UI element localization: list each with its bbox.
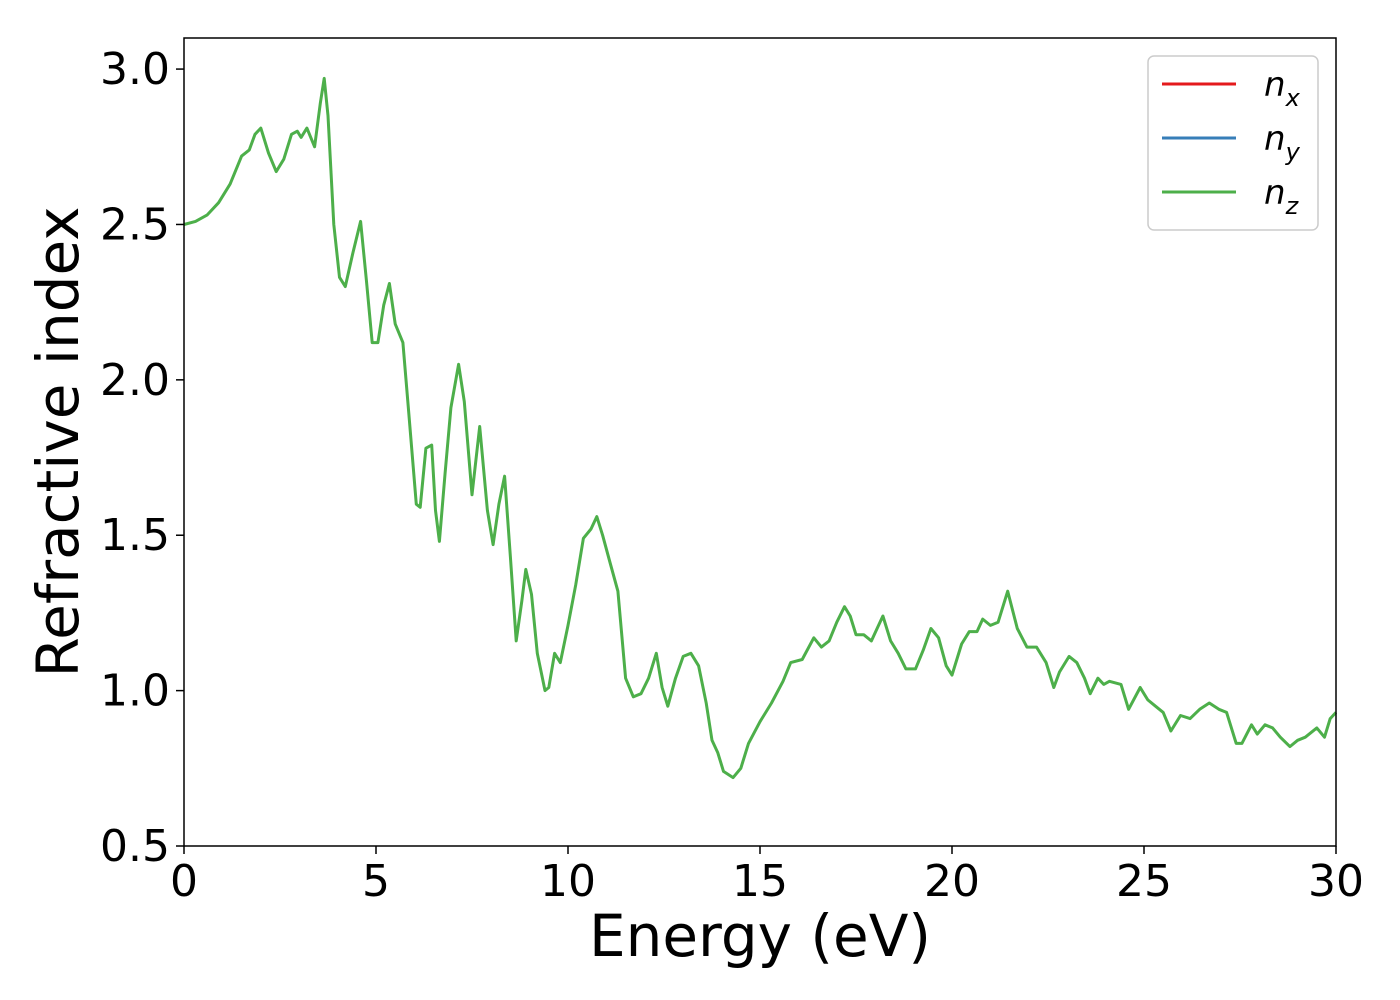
y-tick-label: 0.5: [100, 821, 170, 872]
legend-label-subscript: x: [1285, 84, 1301, 112]
legend-label-nz: nz: [1264, 173, 1300, 220]
legend-label-base: n: [1264, 119, 1286, 159]
legend-label-base: n: [1264, 173, 1286, 213]
legend-label-ny: ny: [1264, 119, 1301, 166]
y-tick-label: 1.0: [100, 666, 170, 717]
y-tick-label: 1.5: [100, 510, 170, 561]
legend-label-subscript: y: [1285, 138, 1301, 166]
y-axis-label: Refractive index: [24, 206, 92, 677]
x-tick-label: 20: [924, 856, 980, 907]
x-tick-label: 30: [1308, 856, 1364, 907]
plot-background: [184, 38, 1336, 846]
legend-frame: [1147, 55, 1319, 231]
y-tick-label: 3.0: [100, 44, 170, 95]
x-axis-label: Energy (eV): [589, 902, 931, 970]
x-axis-ticks: 0 5 10 15 20 25 30: [170, 846, 1364, 907]
x-tick-label: 10: [540, 856, 596, 907]
legend-label-base: n: [1264, 65, 1286, 105]
legend-label-subscript: z: [1285, 192, 1300, 220]
y-tick-label: 2.5: [100, 199, 170, 250]
series-line-nz: [183, 76, 1338, 780]
x-tick-label: 15: [732, 856, 788, 907]
series-lines: [183, 76, 1338, 780]
x-tick-label: 0: [170, 856, 198, 907]
y-tick-label: 2.0: [100, 355, 170, 406]
legend-label-nx: nx: [1264, 65, 1301, 112]
y-axis-ticks: 0.5 1.0 1.5 2.0 2.5 3.0: [100, 44, 184, 872]
x-tick-label: 25: [1116, 856, 1172, 907]
x-tick-label: 5: [362, 856, 390, 907]
